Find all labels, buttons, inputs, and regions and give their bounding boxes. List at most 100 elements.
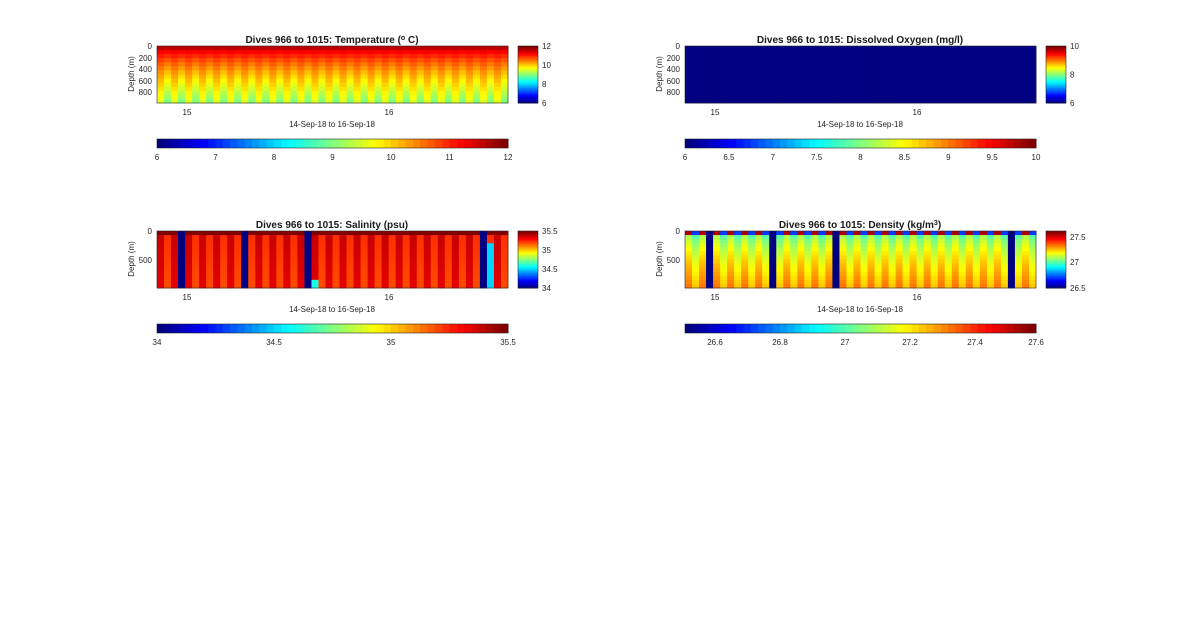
colorbar-segment — [518, 72, 538, 74]
heatmap-cell — [206, 243, 214, 248]
heatmap-cell — [381, 74, 390, 79]
heatmap-cell — [416, 46, 425, 51]
heatmap-cell — [811, 247, 819, 252]
heatmap-cell — [734, 267, 742, 273]
heatmap-cell — [713, 271, 721, 277]
heatmap-cell — [790, 271, 798, 277]
heatmap-cell — [930, 54, 939, 59]
colorbar-tick-label: 10 — [1070, 42, 1079, 51]
heatmap-cell — [951, 275, 960, 281]
heatmap-cell — [958, 255, 967, 260]
heatmap-cell — [437, 58, 446, 63]
heatmap-cell — [825, 46, 833, 51]
heatmap-cell — [325, 283, 333, 289]
heatmap-cell — [685, 271, 693, 277]
heatmap-cell — [923, 259, 932, 264]
heatmap-cell — [916, 82, 925, 88]
heatmap-cell — [339, 283, 347, 289]
colorbar-segment — [1046, 239, 1066, 241]
heatmap-cell — [157, 275, 165, 281]
heatmap-cell — [1000, 279, 1009, 285]
colorbar-segment — [518, 239, 538, 241]
colorbar-segment — [518, 258, 538, 260]
heatmap-cell — [902, 243, 911, 248]
heatmap-cell — [909, 259, 918, 264]
heatmap-cell — [304, 255, 312, 260]
heatmap-cell — [1014, 275, 1023, 281]
heatmap-cell — [972, 231, 981, 236]
heatmap-cell — [178, 94, 186, 100]
heatmap-cell — [979, 46, 988, 51]
heatmap-cell — [332, 271, 340, 277]
heatmap-cell — [706, 94, 714, 100]
heatmap-cell — [227, 58, 235, 63]
heatmap-cell — [283, 263, 291, 269]
heatmap-cell — [741, 235, 749, 240]
heatmap-cell — [269, 94, 277, 100]
heatmap-cell — [783, 90, 791, 96]
heatmap-cell — [720, 275, 728, 281]
heatmap-cell — [881, 46, 889, 51]
heatmap-cell — [500, 62, 509, 67]
heatmap-cell — [409, 271, 418, 277]
heatmap-cell — [304, 78, 312, 84]
heatmap-cell — [874, 66, 882, 71]
heatmap-cell — [423, 255, 432, 260]
heatmap-cell — [902, 98, 911, 104]
heatmap-cell — [367, 82, 376, 88]
heatmap-cell — [888, 86, 896, 92]
colorbar-segment — [266, 324, 275, 333]
heatmap-cell — [797, 239, 805, 244]
heatmap-cell — [360, 98, 368, 104]
heatmap-cell — [304, 259, 312, 264]
heatmap-cell — [930, 235, 939, 240]
heatmap-cell — [965, 259, 974, 264]
colorbar-segment — [442, 324, 450, 333]
heatmap-cell — [206, 94, 214, 100]
heatmap-cell — [853, 70, 861, 75]
heatmap-cell — [839, 247, 847, 252]
heatmap-cell — [685, 94, 693, 100]
heatmap-cell — [255, 251, 263, 256]
y-tick-label: 0 — [676, 42, 681, 51]
heatmap-cell — [972, 58, 981, 63]
heatmap-cell — [451, 66, 460, 71]
heatmap-cell — [790, 231, 798, 236]
colorbar-segment — [274, 324, 282, 333]
heatmap-cell — [909, 239, 918, 244]
heatmap-cell — [1007, 247, 1016, 252]
heatmap-cell — [930, 98, 939, 104]
heatmap-cell — [402, 279, 411, 285]
heatmap-cell — [909, 66, 918, 71]
heatmap-cell — [255, 255, 263, 260]
heatmap-cell — [325, 54, 333, 59]
heatmap-cell — [993, 275, 1002, 281]
heatmap-cell — [741, 74, 749, 79]
heatmap-cell — [853, 94, 861, 100]
heatmap-cell — [1000, 239, 1009, 244]
heatmap-cell — [783, 243, 791, 248]
heatmap-cell — [164, 255, 172, 260]
heatmap-cell — [818, 283, 826, 289]
heatmap-cell — [713, 66, 721, 71]
heatmap-cell — [832, 275, 840, 281]
heatmap-cell — [741, 54, 749, 59]
heatmap-cell — [178, 251, 186, 256]
heatmap-cell — [839, 275, 847, 281]
colorbar-tick-label: 27 — [841, 338, 850, 347]
heatmap-cell — [958, 82, 967, 88]
heatmap-cell — [748, 267, 756, 273]
heatmap-cell — [713, 235, 721, 240]
heatmap-cell — [388, 98, 397, 104]
colorbar-segment — [882, 139, 891, 148]
heatmap-cell — [262, 98, 270, 104]
heatmap-cell — [1014, 94, 1023, 100]
heatmap-cell — [402, 62, 411, 67]
heatmap-cell — [192, 62, 200, 67]
heatmap-cell — [853, 78, 861, 84]
heatmap-cell — [986, 243, 995, 248]
heatmap-cell — [986, 90, 995, 96]
y-tick-label: 500 — [667, 256, 681, 265]
heatmap-cell — [986, 62, 995, 67]
heatmap-cell — [234, 255, 242, 260]
